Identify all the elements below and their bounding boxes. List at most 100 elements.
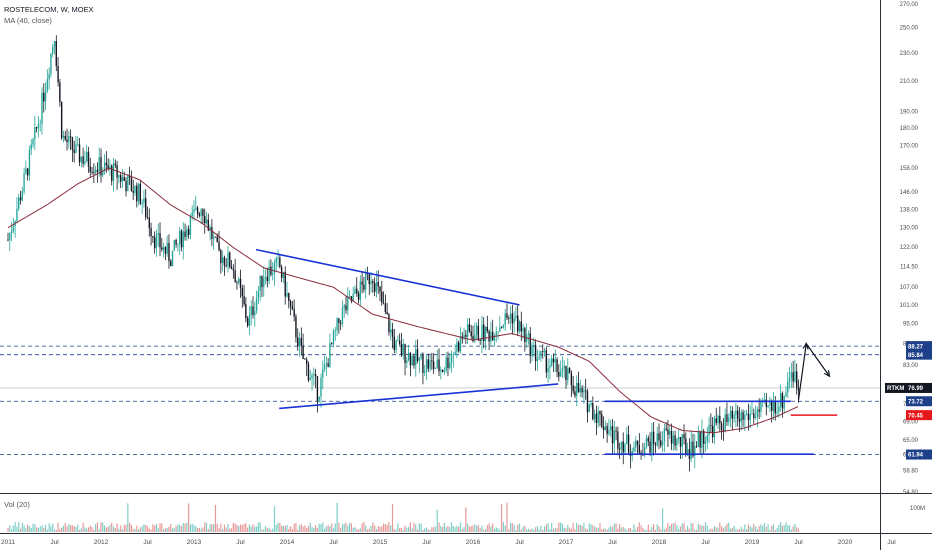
- candle[interactable]: [425, 353, 428, 380]
- candle[interactable]: [672, 430, 675, 451]
- candle[interactable]: [556, 357, 558, 378]
- candle[interactable]: [178, 227, 181, 255]
- candle[interactable]: [307, 361, 310, 383]
- candle[interactable]: [574, 385, 576, 399]
- candle[interactable]: [785, 386, 787, 398]
- candle[interactable]: [592, 396, 594, 421]
- candle[interactable]: [125, 177, 127, 197]
- candle[interactable]: [534, 339, 537, 371]
- candle[interactable]: [327, 358, 329, 368]
- candle[interactable]: [588, 403, 590, 413]
- candle[interactable]: [715, 407, 717, 426]
- candle[interactable]: [55, 35, 57, 72]
- candle[interactable]: [779, 384, 782, 412]
- candle[interactable]: [171, 250, 174, 267]
- candle[interactable]: [561, 356, 564, 379]
- candle[interactable]: [331, 342, 333, 345]
- candle[interactable]: [660, 431, 662, 448]
- candle[interactable]: [502, 324, 505, 329]
- candle[interactable]: [309, 369, 311, 381]
- candle[interactable]: [98, 147, 100, 177]
- candle[interactable]: [7, 232, 9, 242]
- candle[interactable]: [187, 225, 190, 239]
- candle[interactable]: [602, 416, 605, 439]
- candle[interactable]: [753, 408, 755, 424]
- candle[interactable]: [245, 297, 247, 323]
- candle[interactable]: [80, 156, 83, 168]
- candle[interactable]: [427, 353, 429, 373]
- lower-trendline[interactable]: [279, 383, 559, 410]
- candle[interactable]: [515, 306, 517, 322]
- candle[interactable]: [116, 160, 118, 190]
- candle[interactable]: [742, 409, 744, 428]
- candle[interactable]: [483, 317, 485, 349]
- candle[interactable]: [658, 423, 660, 450]
- candle[interactable]: [345, 295, 347, 314]
- candle[interactable]: [323, 355, 326, 373]
- candle[interactable]: [162, 243, 165, 258]
- candle[interactable]: [44, 82, 47, 111]
- candle[interactable]: [513, 311, 515, 333]
- candle[interactable]: [772, 392, 775, 421]
- candle[interactable]: [361, 272, 363, 294]
- candle[interactable]: [654, 441, 657, 453]
- candle[interactable]: [275, 256, 277, 272]
- candle[interactable]: [567, 358, 569, 386]
- candle[interactable]: [418, 356, 421, 374]
- candle[interactable]: [273, 259, 276, 286]
- candle[interactable]: [270, 259, 272, 277]
- candle[interactable]: [685, 432, 687, 457]
- candle[interactable]: [527, 330, 530, 345]
- candle[interactable]: [71, 136, 74, 162]
- candle[interactable]: [379, 286, 381, 302]
- candle[interactable]: [610, 420, 612, 438]
- candle[interactable]: [209, 224, 211, 241]
- candle[interactable]: [525, 323, 528, 348]
- candle[interactable]: [23, 167, 25, 195]
- candle[interactable]: [202, 208, 204, 224]
- candle[interactable]: [121, 169, 124, 188]
- candle[interactable]: [468, 318, 471, 333]
- candle[interactable]: [404, 343, 406, 376]
- candle[interactable]: [606, 422, 608, 443]
- candle[interactable]: [241, 284, 243, 308]
- candle[interactable]: [52, 43, 54, 58]
- candle[interactable]: [230, 259, 233, 270]
- candle[interactable]: [57, 57, 59, 87]
- candle[interactable]: [420, 352, 422, 361]
- candle[interactable]: [339, 319, 342, 331]
- candle[interactable]: [320, 373, 322, 408]
- candle[interactable]: [53, 40, 56, 55]
- candle[interactable]: [491, 319, 494, 341]
- candle[interactable]: [747, 403, 750, 431]
- candle[interactable]: [341, 300, 344, 327]
- candle[interactable]: [788, 367, 791, 389]
- candle[interactable]: [597, 406, 599, 428]
- candle[interactable]: [508, 315, 510, 324]
- candle[interactable]: [542, 344, 544, 359]
- candle[interactable]: [622, 432, 624, 465]
- candle[interactable]: [229, 251, 231, 269]
- candle[interactable]: [517, 305, 519, 337]
- candle[interactable]: [59, 79, 61, 107]
- candle[interactable]: [204, 208, 206, 234]
- candle[interactable]: [729, 405, 732, 428]
- candle[interactable]: [180, 229, 183, 252]
- candle[interactable]: [302, 333, 304, 359]
- candle[interactable]: [220, 248, 222, 274]
- candle[interactable]: [647, 435, 649, 447]
- candle[interactable]: [32, 137, 34, 148]
- candle[interactable]: [246, 316, 249, 328]
- candle[interactable]: [239, 269, 242, 298]
- candle[interactable]: [790, 362, 793, 388]
- candle[interactable]: [776, 400, 778, 417]
- candle[interactable]: [93, 163, 95, 184]
- candle[interactable]: [284, 266, 286, 305]
- candle[interactable]: [300, 327, 303, 356]
- candle[interactable]: [434, 367, 437, 370]
- candle[interactable]: [663, 423, 666, 452]
- candle[interactable]: [676, 437, 678, 452]
- candle[interactable]: [656, 426, 658, 447]
- candle[interactable]: [787, 372, 789, 398]
- candle[interactable]: [382, 291, 385, 305]
